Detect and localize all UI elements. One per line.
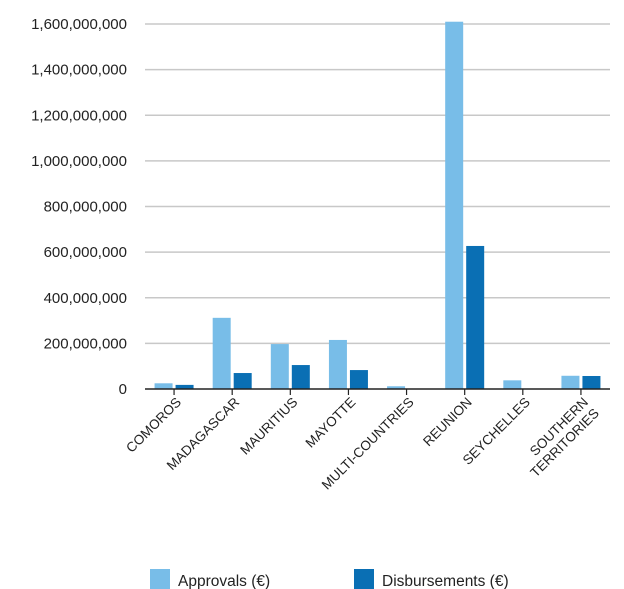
y-tick-label: 200,000,000 — [44, 335, 127, 352]
category-label: REUNION — [420, 395, 475, 450]
bar-approvals-reunion — [445, 22, 463, 389]
legend: Approvals (€) Disbursements (€) — [150, 569, 509, 589]
y-tick-label: 800,000,000 — [44, 199, 127, 216]
bars — [155, 22, 601, 389]
legend-swatch-disbursements — [354, 569, 374, 589]
category-label: MAURITIUS — [237, 395, 300, 458]
legend-swatch-approvals — [150, 569, 170, 589]
legend-label-disbursements: Disbursements (€) — [382, 573, 509, 589]
x-axis-tick-marks — [174, 389, 581, 395]
y-tick-label: 1,600,000,000 — [31, 16, 127, 33]
y-tick-label: 1,400,000,000 — [31, 62, 127, 79]
bar-disbursements-mayotte — [350, 370, 368, 389]
gridlines — [145, 24, 610, 343]
category-label: COMOROS — [123, 395, 184, 456]
bar-approvals-southern-territories — [561, 376, 579, 389]
bar-disbursements-southern-territories — [582, 376, 600, 389]
category-label: MAYOTTE — [303, 395, 359, 451]
y-tick-label: 1,000,000,000 — [31, 153, 127, 170]
bar-disbursements-reunion — [466, 246, 484, 389]
legend-label-approvals: Approvals (€) — [178, 573, 270, 589]
bar-approvals-mayotte — [329, 340, 347, 389]
bar-disbursements-mauritius — [292, 365, 310, 389]
y-tick-label: 0 — [119, 381, 127, 398]
y-tick-label: 600,000,000 — [44, 244, 127, 261]
bar-disbursements-madagascar — [234, 373, 252, 389]
y-axis-tick-labels: 0 200,000,000 400,000,000 600,000,000 800,00… — [31, 16, 127, 398]
bar-approvals-comoros — [155, 383, 173, 389]
bar-approvals-mauritius — [271, 344, 289, 389]
y-tick-label: 1,200,000,000 — [31, 107, 127, 124]
bar-approvals-madagascar — [213, 318, 231, 389]
y-tick-label: 400,000,000 — [44, 290, 127, 307]
bar-approvals-seychelles — [503, 380, 521, 389]
